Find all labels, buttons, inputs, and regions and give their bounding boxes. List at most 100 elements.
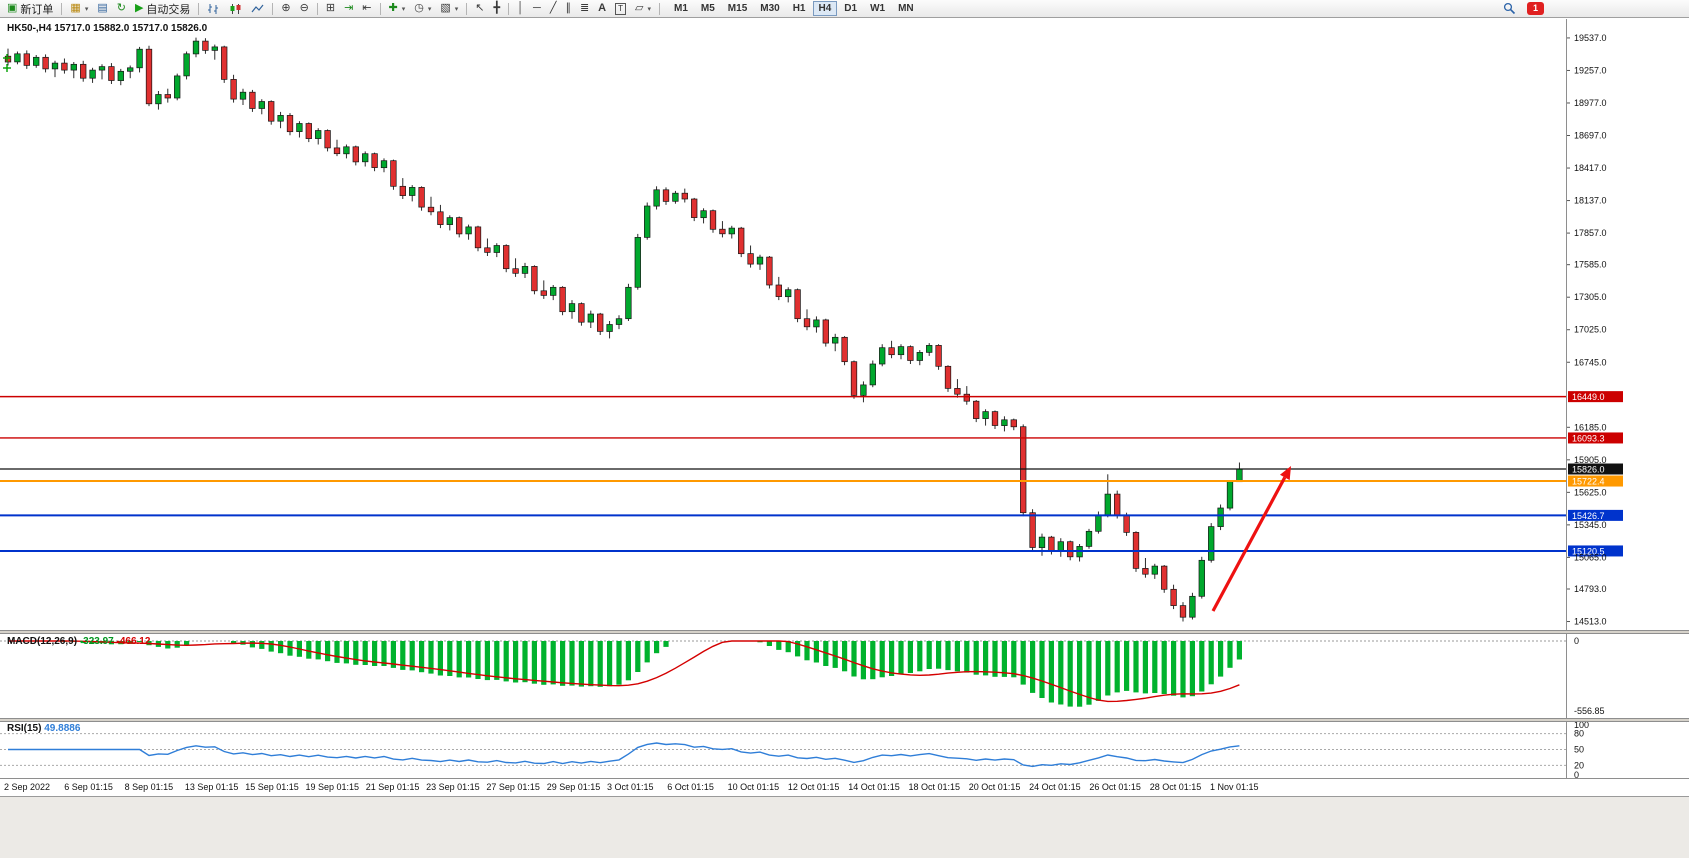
zoom-in-button[interactable]: ⊕ [277, 1, 294, 16]
zoom-out-button[interactable]: ⊖ [296, 1, 313, 16]
timeframe-m1-button[interactable]: M1 [668, 1, 694, 16]
svg-text:16449.0: 16449.0 [1572, 392, 1605, 402]
shapes-icon: ▱ [635, 2, 644, 14]
time-axis-label: 6 Sep 01:15 [64, 782, 113, 792]
toolbar-separator [379, 2, 381, 15]
macd-signal-line [8, 640, 1240, 703]
crosshair-tool-button[interactable]: ╋ [490, 1, 505, 16]
templates-button[interactable]: ▧ ▾ [436, 1, 462, 16]
toolbar-right-group: 1 [1499, 1, 1544, 16]
price-axis-label: 18137.0 [1574, 196, 1607, 206]
search-button[interactable] [1499, 1, 1520, 16]
timeframe-toolbar: M1 M5 M15 M30 H1 H4 D1 W1 MN [668, 1, 920, 16]
indicators-button[interactable]: ✚ ▾ [385, 1, 410, 16]
auto-trading-play-icon: ▶ [134, 2, 144, 14]
channel-tool-button[interactable]: ∥ [561, 1, 575, 16]
refresh-button[interactable]: ↻ [113, 1, 130, 16]
object-anchor-icon [3, 64, 11, 72]
svg-text:0: 0 [1574, 636, 1579, 646]
new-chart-button[interactable]: ▦ ▾ [66, 1, 92, 16]
time-axis-label: 29 Sep 01:15 [547, 782, 601, 792]
search-icon [1503, 2, 1516, 15]
trendline-tool-button[interactable]: ╱ [546, 1, 561, 16]
chart-shift-button[interactable]: ⇤ [358, 1, 375, 16]
channel-icon: ∥ [565, 2, 571, 14]
price-axis-label: 14513.0 [1574, 617, 1607, 627]
bar-chart-icon [208, 3, 219, 14]
time-axis-label: 1 Nov 01:15 [1210, 782, 1259, 792]
rsi-axis-label: 20 [1574, 760, 1584, 770]
timeframe-h1-button[interactable]: H1 [787, 1, 812, 16]
timeframe-mn-button[interactable]: MN [892, 1, 920, 16]
trend-arrow[interactable] [1211, 466, 1291, 612]
price-axis-label: 17857.0 [1574, 228, 1607, 238]
horizontal-line-tool-button[interactable]: ─ [529, 1, 545, 16]
macd-readout: MACD(12,26,9) -323.97 -466.12 [7, 636, 151, 647]
time-axis-label: 20 Oct 01:15 [969, 782, 1021, 792]
time-axis-label: 28 Oct 01:15 [1150, 782, 1202, 792]
panel-divider[interactable] [0, 718, 1689, 722]
time-axis-label: 14 Oct 01:15 [848, 782, 900, 792]
timeframe-d1-button[interactable]: D1 [838, 1, 863, 16]
timeframe-m15-button[interactable]: M15 [722, 1, 753, 16]
price-axis-label: 19537.0 [1574, 33, 1607, 43]
timeframe-h4-button[interactable]: H4 [812, 1, 838, 16]
macd-histogram [61, 641, 1242, 707]
timeframe-w1-button[interactable]: W1 [864, 1, 891, 16]
time-axis-label: 10 Oct 01:15 [728, 782, 780, 792]
time-axis-label: 24 Oct 01:15 [1029, 782, 1081, 792]
cursor-tool-button[interactable]: ↖ [471, 1, 488, 16]
new-order-button[interactable]: ▣ 新订单 [3, 1, 57, 16]
time-axis-label: 27 Sep 01:15 [486, 782, 540, 792]
new-order-label: 新订单 [20, 3, 54, 16]
price-badge [1568, 463, 1623, 475]
auto-trading-button[interactable]: ▶ 自动交易 [131, 1, 194, 16]
rsi-value: 49.8886 [44, 723, 81, 734]
time-axis-label: 26 Oct 01:15 [1089, 782, 1141, 792]
time-axis-label: 13 Sep 01:15 [185, 782, 239, 792]
time-axis-label: 6 Oct 01:15 [667, 782, 714, 792]
panel-divider[interactable] [0, 630, 1689, 634]
refresh-icon: ↻ [116, 2, 126, 14]
ohlc-values: 15717.0 15882.0 15717.0 15826.0 [54, 23, 208, 34]
time-axis-label: 15 Sep 01:15 [245, 782, 299, 792]
symbol-period-label: HK50-,H4 [7, 23, 52, 34]
price-axis-label: 17585.0 [1574, 260, 1607, 270]
price-axis-label: 16185.0 [1574, 422, 1607, 432]
price-axis-label: 19257.0 [1574, 65, 1607, 75]
macd-main-value: -323.97 [79, 636, 114, 647]
chevron-down-icon: ▾ [454, 5, 459, 13]
svg-text:15722.4: 15722.4 [1572, 477, 1605, 487]
toolbar-separator [272, 2, 274, 15]
time-axis-divider [0, 778, 1689, 779]
fibonacci-tool-button[interactable]: ≣ [576, 1, 593, 16]
periods-button[interactable]: ◷ ▾ [410, 1, 435, 16]
text-tool-button[interactable]: A [594, 1, 610, 16]
price-badge [1568, 432, 1623, 444]
rsi-axis-label: 0 [1574, 770, 1579, 780]
rsi-axis-label: 80 [1574, 729, 1584, 739]
price-badge [1568, 545, 1623, 557]
price-axis-label: 17025.0 [1574, 325, 1607, 335]
line-chart-button[interactable] [247, 1, 268, 16]
toolbar: ▣ 新订单 ▦ ▾ ▤ ↻ ▶ 自动交易 ⊕ ⊖ [0, 0, 1689, 18]
bar-chart-button[interactable] [203, 1, 224, 16]
timeframe-m30-button[interactable]: M30 [754, 1, 785, 16]
time-axis-label: 2 Sep 2022 [4, 782, 50, 792]
candlestick-chart-button[interactable] [225, 1, 246, 16]
notification-badge[interactable]: 1 [1527, 2, 1544, 15]
shapes-button[interactable]: ▱ ▾ [631, 1, 655, 16]
price-axis-label: 18417.0 [1574, 163, 1607, 173]
price-badge [1568, 391, 1623, 403]
vertical-line-tool-button[interactable]: │ [513, 1, 528, 16]
svg-text:16093.3: 16093.3 [1572, 433, 1605, 443]
auto-scroll-button[interactable]: ⇥ [340, 1, 357, 16]
tile-windows-button[interactable]: ⊞ [322, 1, 339, 16]
price-axis-label: 18697.0 [1574, 131, 1607, 141]
print-button[interactable]: ▤ [93, 1, 111, 16]
timeframe-m5-button[interactable]: M5 [695, 1, 721, 16]
price-axis-label: 18977.0 [1574, 98, 1607, 108]
zoom-out-icon: ⊖ [299, 2, 309, 14]
label-tool-button[interactable]: T [611, 1, 630, 16]
